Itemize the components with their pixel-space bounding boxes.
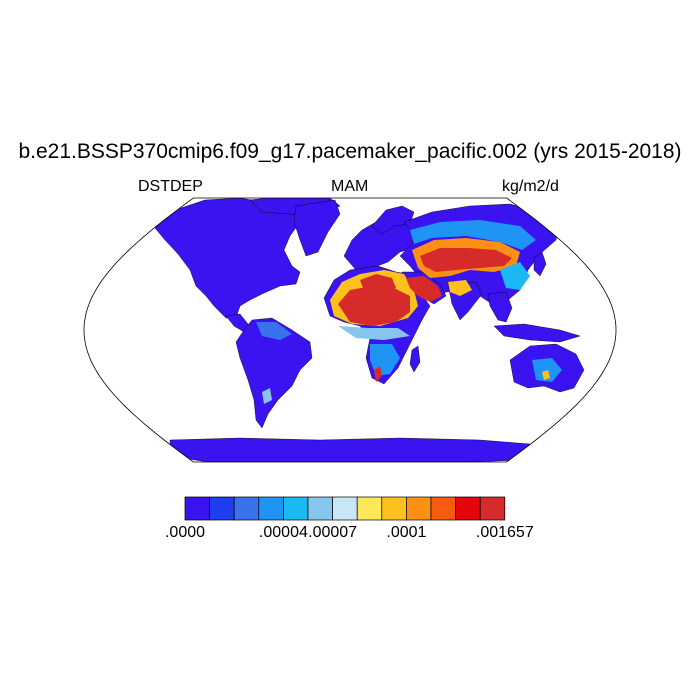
asia-transition bbox=[410, 220, 536, 250]
map-border bbox=[83, 197, 617, 463]
colorbar-label: .0001 bbox=[386, 524, 427, 541]
sahel-transition bbox=[338, 326, 410, 340]
australia-dust bbox=[532, 358, 562, 382]
colorbar-swatch bbox=[233, 496, 260, 521]
indonesia bbox=[493, 323, 581, 343]
colorbar-swatch bbox=[283, 496, 309, 521]
madagascar bbox=[409, 345, 421, 373]
central-asia-dust-core bbox=[420, 248, 512, 272]
colorbar-label: .00007 bbox=[308, 524, 358, 541]
plot-title: b.e21.BSSP370cmip6.f09_g17.pacemaker_pac… bbox=[18, 140, 682, 163]
colorbar-label: .001657 bbox=[475, 524, 534, 541]
east-asia-transition bbox=[500, 262, 530, 290]
sahara-dust-north bbox=[360, 274, 396, 290]
units-label: kg/m2/d bbox=[502, 178, 559, 195]
colorbar-swatch bbox=[455, 496, 481, 521]
kalahari-dust bbox=[374, 366, 382, 382]
colorbar-swatch bbox=[406, 496, 432, 521]
greenland bbox=[293, 199, 341, 257]
colorbar-swatch bbox=[430, 496, 456, 521]
season-label: MAM bbox=[331, 178, 369, 195]
japan bbox=[533, 251, 547, 277]
colorbar-label: .0000 bbox=[164, 524, 206, 541]
colorbar-swatch bbox=[356, 496, 383, 521]
colorbar-swatch bbox=[332, 496, 358, 521]
india-dust bbox=[448, 280, 472, 296]
colorbar-label: .00004 bbox=[258, 524, 308, 541]
colorbar-swatch bbox=[381, 496, 407, 521]
colorbar-swatch bbox=[479, 496, 506, 521]
colorbar-swatch bbox=[209, 496, 235, 521]
arabia-dust bbox=[406, 276, 442, 302]
scandinavia bbox=[371, 205, 415, 235]
south-america bbox=[235, 317, 313, 429]
amazon-transition bbox=[256, 322, 292, 340]
dust-deposition-field bbox=[256, 220, 562, 404]
australia-dust-core bbox=[542, 370, 550, 380]
southeast-asia bbox=[487, 291, 513, 323]
colorbar-swatch bbox=[184, 496, 210, 521]
colorbar-swatch bbox=[258, 496, 284, 521]
patagonia-dust bbox=[262, 388, 272, 404]
colorbar-swatch bbox=[307, 496, 333, 521]
variable-label: DSTDEP bbox=[138, 178, 203, 195]
sahara-dust-core bbox=[338, 286, 410, 326]
